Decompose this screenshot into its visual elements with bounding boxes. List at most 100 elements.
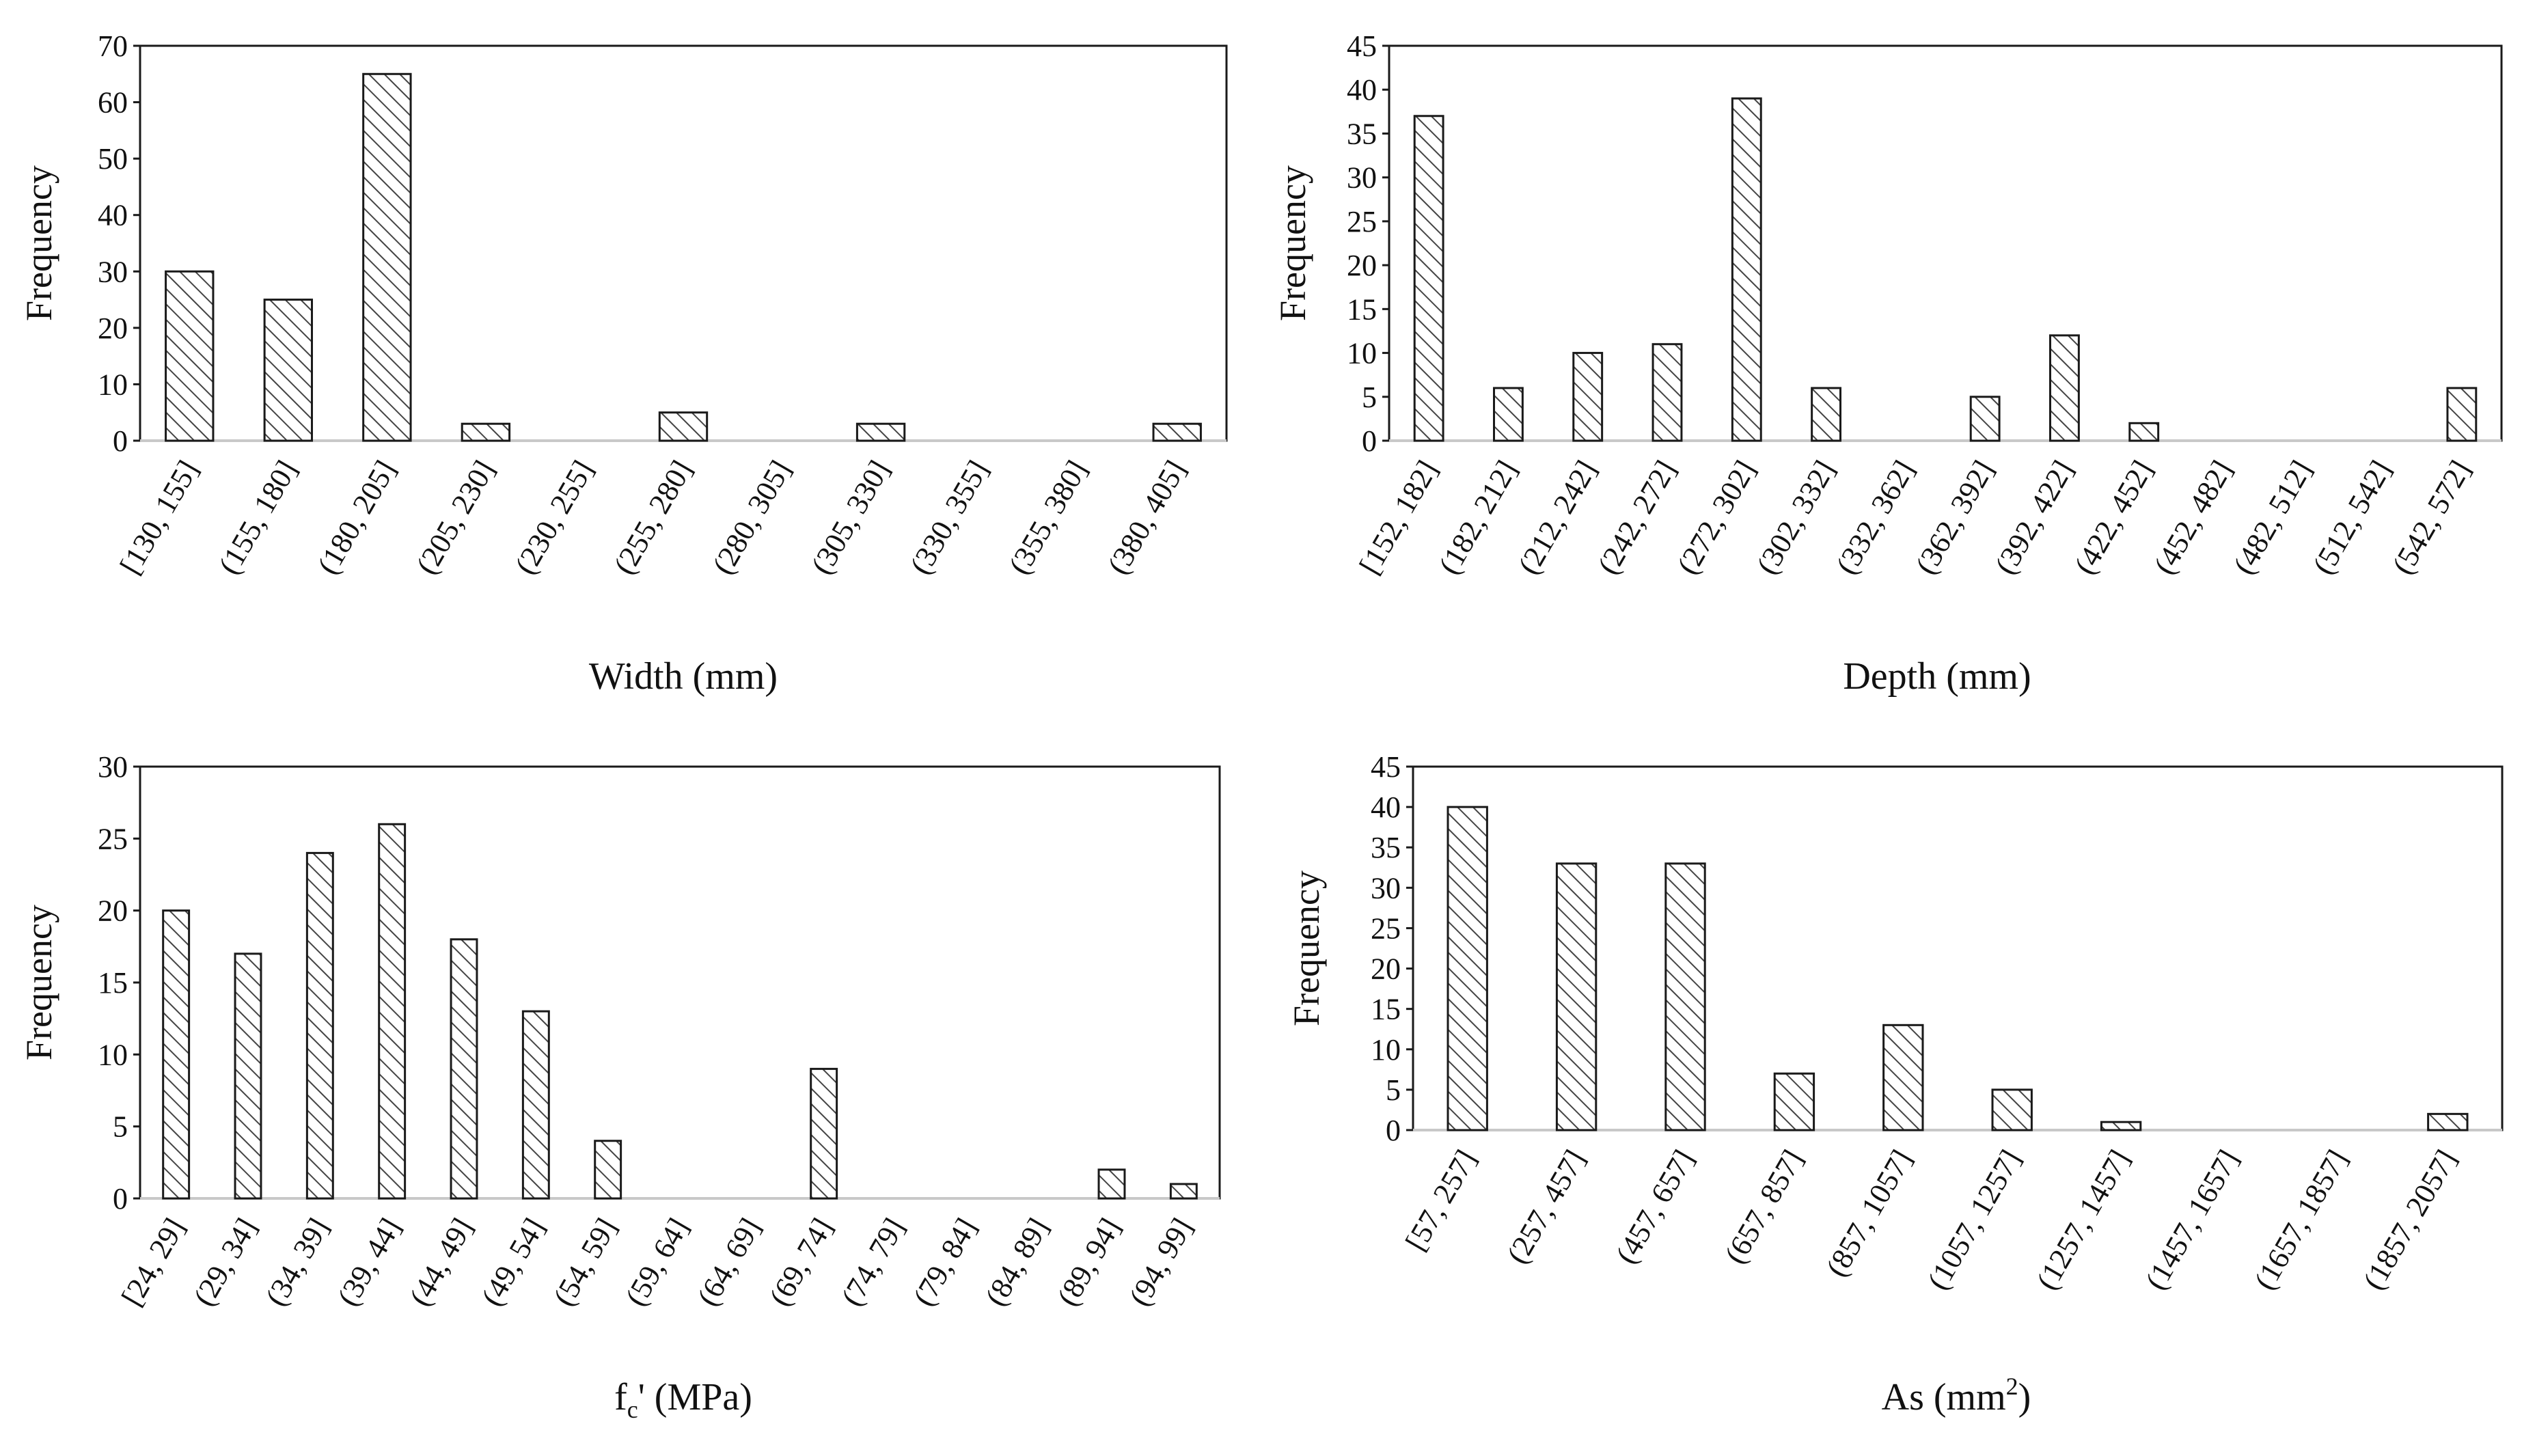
y-tick-label: 30: [1371, 871, 1401, 905]
x-tick-label: (457, 657]: [1609, 1144, 1701, 1269]
y-tick-label: 0: [1362, 424, 1377, 458]
x-tick-label: (542, 572]: [2385, 455, 2477, 580]
x-tick-label: (512, 542]: [2306, 455, 2398, 580]
x-tick-label: [24, 29]: [115, 1213, 191, 1312]
x-tick-label: [130, 155]: [113, 455, 205, 580]
x-tick-label: (1857, 2057]: [2357, 1144, 2463, 1295]
plot-frame: [139, 765, 1221, 1200]
x-tick-label: (857, 1057]: [1820, 1144, 1919, 1282]
bar: [162, 909, 191, 1200]
bar: [2100, 1121, 2142, 1131]
x-tick-label: (657, 857]: [1718, 1144, 1809, 1269]
bar: [1969, 396, 2001, 442]
bar: [1991, 1088, 2033, 1131]
y-axis-label: Frequency: [18, 165, 59, 321]
x-tick-label: (1457, 1657]: [2139, 1144, 2245, 1295]
y-tick-label: 40: [1371, 791, 1401, 824]
x-tick-label: (84, 89]: [978, 1213, 1055, 1312]
bar: [594, 1140, 622, 1200]
x-tick-label: (155, 180]: [212, 455, 303, 580]
bar: [2427, 1112, 2469, 1131]
x-tick-label: (230, 255]: [508, 455, 600, 580]
bar: [1169, 1183, 1198, 1200]
x-tick-label: (392, 422]: [1988, 455, 2080, 580]
x-tick-label: [57, 257]: [1399, 1144, 1483, 1256]
bar: [1664, 862, 1706, 1131]
y-tick-label: 45: [1371, 750, 1401, 784]
y-tick-label: 20: [1347, 249, 1377, 282]
x-tick-label: (332, 362]: [1829, 455, 1921, 580]
bar: [1447, 806, 1488, 1131]
y-tick-label: 15: [1347, 292, 1377, 326]
x-tick-label: (39, 44]: [331, 1213, 407, 1312]
bar: [1731, 97, 1762, 442]
x-tick-label: (1057, 1257]: [1921, 1144, 2027, 1295]
bar: [234, 952, 262, 1200]
x-tick-label: (69, 74]: [763, 1213, 839, 1312]
x-tick-label: (94, 99]: [1123, 1213, 1199, 1312]
bar: [165, 270, 215, 442]
y-tick-label: 20: [98, 894, 128, 928]
x-tick-label: (34, 39]: [259, 1213, 335, 1312]
x-tick-label: (49, 54]: [475, 1213, 551, 1312]
bar: [263, 299, 314, 442]
y-axis-label: Frequency: [1272, 165, 1313, 321]
x-axis-label-rest: ): [2018, 1376, 2031, 1418]
y-tick-label: 0: [113, 1182, 128, 1215]
bar: [305, 851, 334, 1200]
chart-fc: 0 5 10 15 20 25 30 [24, 29](29, 34](34, 39](39,…: [18, 750, 1221, 1423]
y-tick-label: 0: [113, 424, 128, 458]
plot-frame: [1388, 44, 2503, 442]
y-tick-label: 40: [98, 199, 128, 232]
x-tick-label: (272, 302]: [1671, 455, 1762, 580]
bar: [378, 823, 407, 1200]
x-axis-label-main: f: [614, 1376, 627, 1418]
y-tick-label: 30: [98, 255, 128, 288]
y-tick-label: 40: [1347, 73, 1377, 107]
bar: [521, 1010, 550, 1200]
x-axis-label-superscript: 2: [2006, 1373, 2018, 1400]
x-axis-label-main: As (mm: [1882, 1376, 2006, 1418]
bar: [2128, 422, 2160, 442]
bar: [1555, 862, 1598, 1131]
x-tick-label: (355, 380]: [1002, 455, 1094, 580]
y-tick-label: 25: [1371, 911, 1401, 945]
y-tick-label: 70: [98, 29, 128, 63]
y-tick-label: 35: [1347, 117, 1377, 150]
bar: [1492, 387, 1524, 442]
x-tick-label: (452, 482]: [2148, 455, 2239, 580]
y-tick-label: 20: [98, 312, 128, 345]
bar: [810, 1067, 838, 1200]
y-tick-label: 35: [1371, 831, 1401, 864]
y-tick-label: 25: [98, 822, 128, 855]
bar: [461, 422, 511, 442]
chart-as: 0 5 10 15 20 25 30 35 40 45 [57, 257] (257, 457] (45…: [1286, 750, 2504, 1418]
x-axis-label: Width (mm): [589, 655, 778, 698]
bar: [1413, 115, 1444, 442]
y-tick-label: 5: [1362, 381, 1377, 414]
y-tick-label: 10: [1347, 337, 1377, 370]
y-tick-label: 10: [98, 1038, 128, 1071]
y-tick-label: 60: [98, 86, 128, 120]
x-tick-label: (59, 64]: [619, 1213, 696, 1312]
x-tick-label: (1657, 1857]: [2247, 1144, 2354, 1295]
x-tick-label: (257, 457]: [1500, 1144, 1592, 1269]
x-tick-label: (54, 59]: [547, 1213, 623, 1312]
chart-width: 0 10 20 30 40 50 60 70 [130, 155] (155, 180] (180,…: [18, 29, 1228, 698]
x-tick-label: (74, 79]: [835, 1213, 912, 1312]
x-tick-label: (1257, 1457]: [2030, 1144, 2137, 1295]
x-tick-label: (422, 452]: [2068, 455, 2159, 580]
bar: [1651, 343, 1683, 442]
x-tick-label: (305, 330]: [805, 455, 896, 580]
y-tick-label: 20: [1371, 952, 1401, 986]
bar: [1097, 1168, 1126, 1200]
y-tick-label: 10: [1371, 1033, 1401, 1067]
y-tick-label: 45: [1347, 29, 1377, 63]
y-axis-label: Frequency: [1286, 870, 1327, 1026]
x-tick-label: (242, 272]: [1591, 455, 1683, 580]
x-tick-label: (89, 94]: [1051, 1213, 1127, 1312]
x-tick-label: [152, 182]: [1353, 455, 1444, 580]
x-axis-label-subscript: c: [627, 1396, 638, 1423]
